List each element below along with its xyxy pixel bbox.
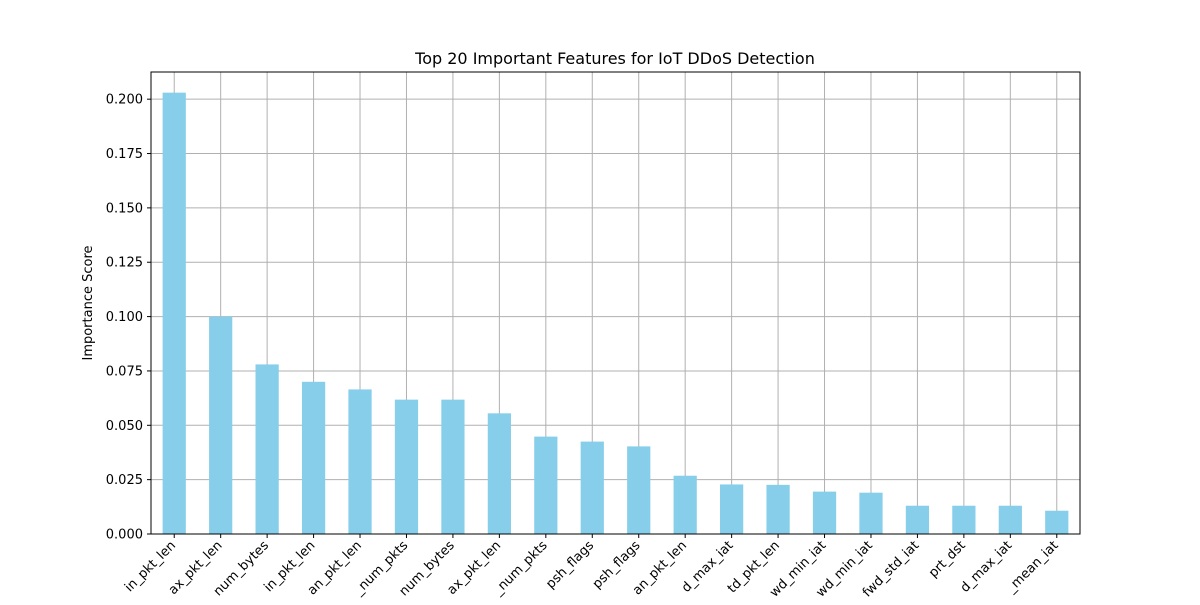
y-tick-label: 0.125 (106, 256, 143, 271)
y-tick-label: 0.150 (106, 201, 143, 216)
y-tick-label: 0.200 (106, 93, 143, 108)
bar (859, 492, 883, 534)
bar (580, 441, 604, 534)
bar (301, 381, 326, 534)
bar (348, 389, 372, 534)
bar (162, 92, 186, 535)
bar (394, 399, 419, 534)
bar (1045, 510, 1069, 534)
y-tick-label: 0.100 (106, 310, 143, 325)
bar (720, 484, 744, 534)
bar (673, 475, 697, 534)
bar-layer (162, 92, 1069, 535)
bar (998, 505, 1022, 534)
x-tick-label: prt_dst (926, 538, 969, 581)
y-tick-label: 0.175 (106, 147, 143, 162)
bar (487, 413, 511, 534)
x-tick-label: psh_flags (543, 538, 597, 592)
bar (905, 505, 930, 534)
chart-title: Top 20 Important Features for IoT DDoS D… (414, 49, 815, 68)
grid-layer (151, 72, 1080, 535)
bar (255, 364, 279, 534)
bar (441, 399, 465, 534)
plot-frame (150, 71, 1081, 535)
y-tick-label: 0.075 (106, 364, 143, 379)
y-tick-label: 0.050 (106, 419, 143, 434)
bar (952, 505, 976, 534)
y-axis-label: Importance Score (81, 245, 96, 360)
bar (812, 491, 837, 534)
y-tick-label: 0.025 (106, 473, 143, 488)
y-tick-label: 0.000 (106, 528, 143, 543)
bar (627, 446, 651, 534)
bar (766, 484, 790, 534)
bar (534, 436, 558, 534)
bar (209, 316, 233, 534)
